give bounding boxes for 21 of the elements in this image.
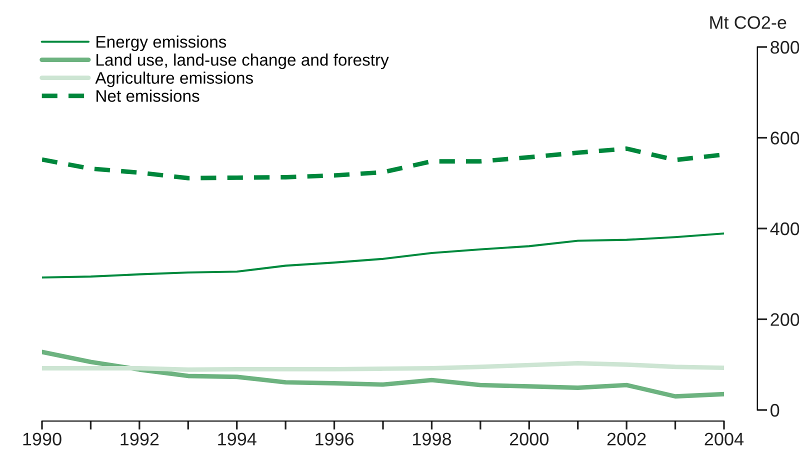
y-tick-label: 800 <box>770 40 799 54</box>
line-series <box>42 361 724 372</box>
legend-label: Energy emissions <box>96 36 226 52</box>
legend-label: Net emissions <box>96 90 200 102</box>
x-tick-label: 1998 <box>413 432 452 446</box>
line-series <box>42 350 724 399</box>
x-tick-label: 1990 <box>23 432 62 446</box>
x-tick-label: 1994 <box>218 432 256 446</box>
legend-label: Land use, land-use change and forestry <box>96 54 389 70</box>
y-tick-label: 600 <box>770 132 799 144</box>
y-tick-label: 0 <box>770 404 780 417</box>
line-series <box>42 232 724 279</box>
x-tick-label: 2004 <box>704 432 744 446</box>
x-tick-label: 2000 <box>510 432 549 446</box>
y-tick-label: 200 <box>770 313 799 326</box>
y-tick-label: 400 <box>770 222 799 236</box>
y-axis-title: Mt CO2-e <box>710 16 786 29</box>
x-tick-label: 2002 <box>607 432 646 446</box>
x-tick-label: 1992 <box>120 432 159 446</box>
legend-label: Agriculture emissions <box>95 72 253 88</box>
x-tick-label: 1996 <box>316 432 354 446</box>
